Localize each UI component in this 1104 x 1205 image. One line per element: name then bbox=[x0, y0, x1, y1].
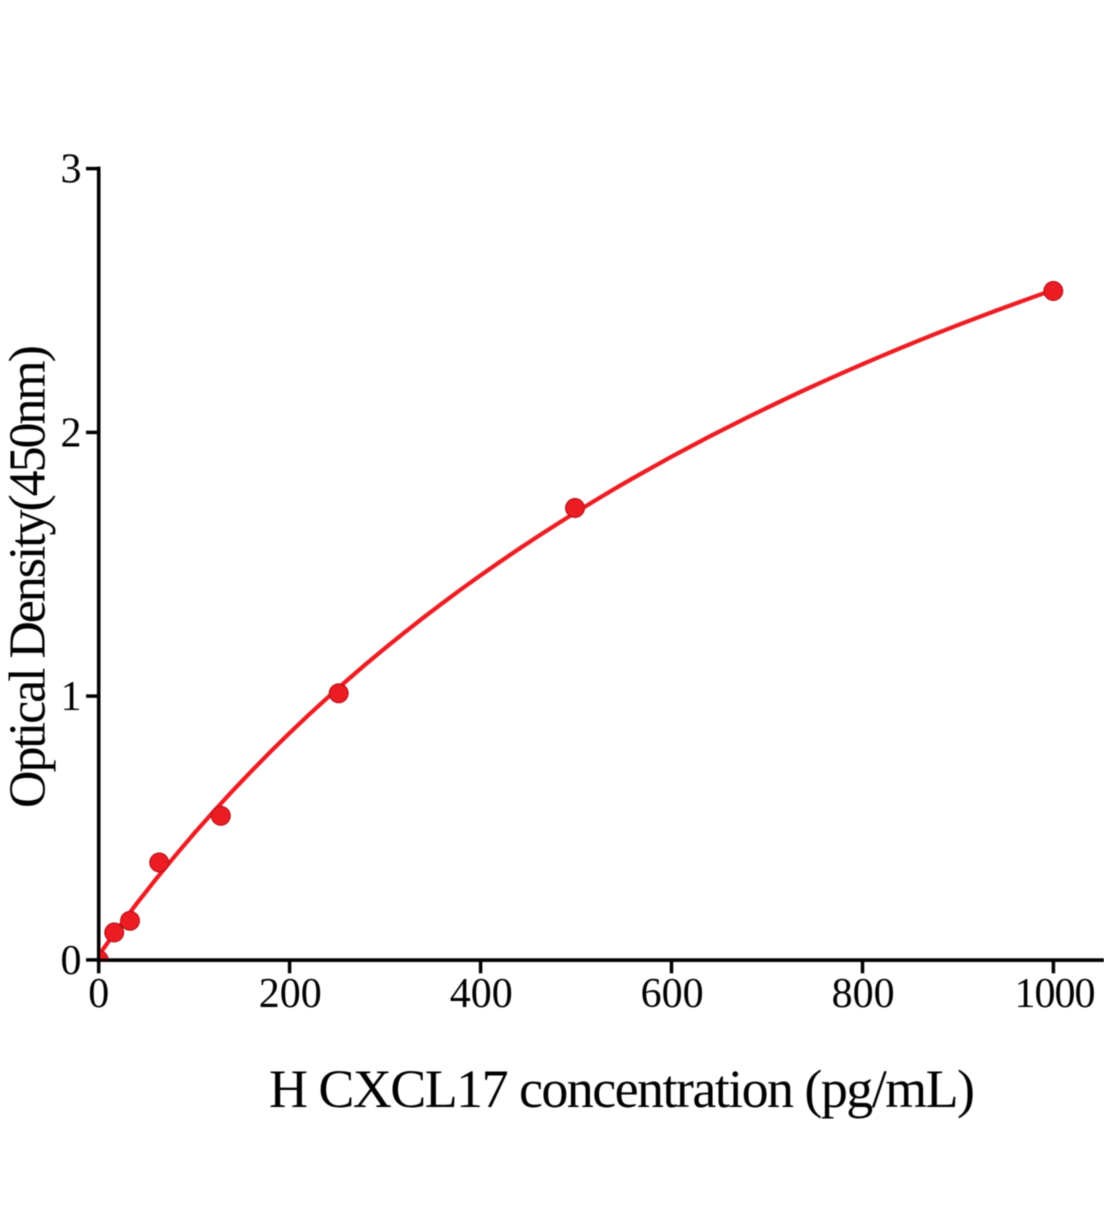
svg-text:H CXCL17 concentration (pg/mL): H CXCL17 concentration (pg/mL) bbox=[269, 1059, 975, 1119]
svg-text:0: 0 bbox=[61, 938, 82, 984]
svg-text:1: 1 bbox=[61, 674, 82, 720]
svg-text:600: 600 bbox=[641, 971, 704, 1017]
svg-text:Optical Density(450nm): Optical Density(450nm) bbox=[0, 345, 57, 808]
svg-text:0: 0 bbox=[88, 971, 109, 1017]
svg-text:2: 2 bbox=[61, 410, 82, 456]
svg-text:800: 800 bbox=[832, 971, 895, 1017]
svg-text:1000: 1000 bbox=[1015, 971, 1096, 1017]
svg-text:200: 200 bbox=[259, 971, 322, 1017]
svg-text:400: 400 bbox=[450, 971, 513, 1017]
svg-text:3: 3 bbox=[61, 147, 82, 193]
